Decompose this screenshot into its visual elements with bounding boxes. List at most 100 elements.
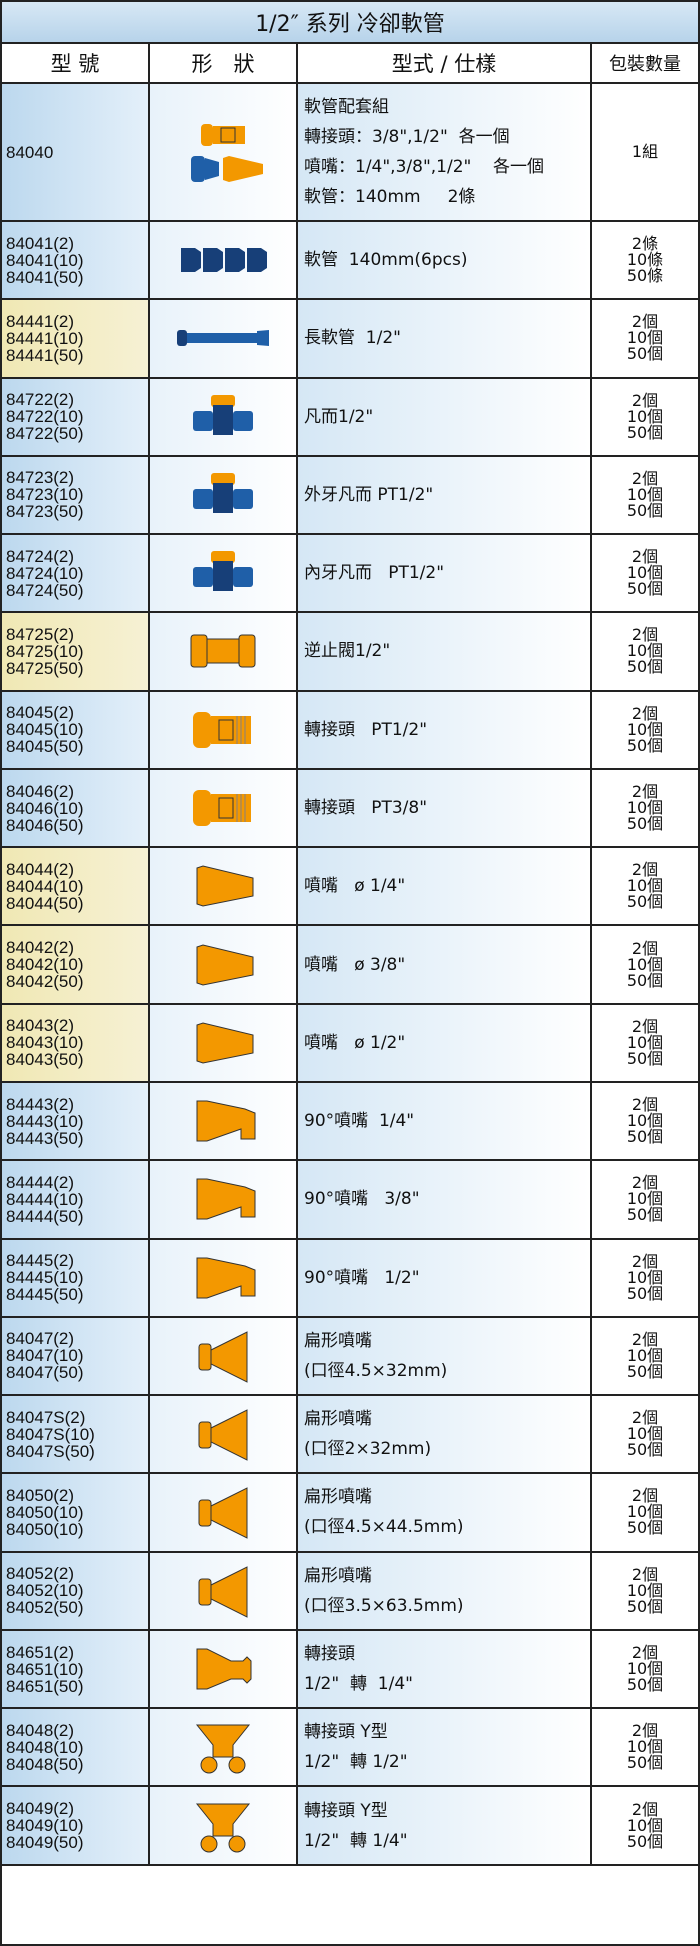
product-icon xyxy=(198,1565,248,1618)
shape-cell xyxy=(150,84,298,222)
shape-cell xyxy=(150,691,298,770)
package-cell: 2個 10個 50個 xyxy=(592,1552,698,1631)
product-icon xyxy=(195,1724,251,1774)
package-qty: 50個 xyxy=(626,735,664,755)
spec-line: 扁形噴嘴 xyxy=(304,1565,372,1586)
shape-cell xyxy=(150,1083,298,1162)
model-cell: 84441(2) 84441(10) 84441(50) xyxy=(2,300,150,379)
package-qty: 2條 xyxy=(631,234,659,254)
spec-cell: 轉接頭 Y型 1/2" 轉 1/2" xyxy=(298,1709,592,1788)
model-number: 84052(2) xyxy=(6,1564,75,1584)
shape-cell xyxy=(150,378,298,457)
package-qty: 50個 xyxy=(626,579,664,599)
product-icon xyxy=(196,865,254,907)
package-cell: 2個 10個 50個 xyxy=(592,1083,698,1162)
package-cell: 2個 10個 50個 xyxy=(592,1630,698,1710)
package-qty: 2個 xyxy=(631,1486,659,1506)
package-cell: 2個 10個 50個 xyxy=(592,1787,698,1866)
package-cell: 2個 10個 50個 xyxy=(592,769,698,849)
model-number: 84445(50) xyxy=(6,1285,84,1305)
package-qty: 50個 xyxy=(626,1205,664,1225)
model-number: 84049(2) xyxy=(6,1799,75,1819)
package-cell: 2個 10個 50個 xyxy=(592,848,698,927)
model-number: 84050(10) xyxy=(6,1519,84,1539)
model-number: 84651(10) xyxy=(6,1659,84,1679)
package-qty: 50個 xyxy=(626,1831,664,1851)
product-icon xyxy=(196,1648,252,1690)
model-number: 84047S(10) xyxy=(6,1424,95,1444)
model-number: 84050(10) xyxy=(6,1502,84,1522)
spec-cell: 90°噴嘴 1/2" xyxy=(298,1239,592,1318)
model-cell: 84723(2) 84723(10) 84723(50) xyxy=(2,456,150,536)
column-header: 包裝數量 xyxy=(592,44,698,84)
spec-line: 1/2" 轉 1/4" xyxy=(304,1674,413,1695)
package-qty: 50個 xyxy=(626,1753,664,1773)
spec-cell: 逆止閥1/2" xyxy=(298,613,592,692)
package-cell: 2條 10條 50條 xyxy=(592,222,698,301)
model-number: 84047(10) xyxy=(6,1346,84,1366)
model-number: 84651(2) xyxy=(6,1642,75,1662)
package-qty: 10個 xyxy=(626,328,664,348)
model-number: 84044(10) xyxy=(6,876,84,896)
package-qty: 2個 xyxy=(631,1173,659,1193)
spec-cell: 內牙凡而 PT1/2" xyxy=(298,535,592,614)
package-qty: 10個 xyxy=(626,1580,664,1600)
model-number: 84444(10) xyxy=(6,1189,84,1209)
model-number: 84443(50) xyxy=(6,1128,84,1148)
spec-cell: 軟管配套組 轉接頭：3/8",1/2" 各一個 噴嘴：1/4",3/8",1/2" … xyxy=(298,84,592,222)
model-number: 84044(2) xyxy=(6,859,75,879)
model-number: 84722(10) xyxy=(6,407,84,427)
spec-line: 噴嘴：1/4",3/8",1/2" 各一個 xyxy=(304,157,544,177)
model-number: 84046(2) xyxy=(6,781,75,801)
model-number: 84723(10) xyxy=(6,485,84,505)
spec-cell: 扁形噴嘴 (口徑4.5×44.5mm) xyxy=(298,1474,592,1553)
package-qty: 50個 xyxy=(626,1283,664,1303)
package-qty: 10個 xyxy=(626,641,664,661)
package-qty: 2個 xyxy=(631,1643,659,1663)
model-cell: 84049(2) 84049(10) 84049(50) xyxy=(2,1787,150,1866)
column-header: 型式 / 仕樣 xyxy=(298,44,592,84)
package-qty: 10個 xyxy=(626,1737,664,1757)
model-number: 84724(2) xyxy=(6,546,75,566)
model-number: 84045(10) xyxy=(6,720,84,740)
shape-cell xyxy=(150,1474,298,1553)
model-number: 84724(10) xyxy=(6,563,84,583)
model-number: 84725(2) xyxy=(6,624,75,644)
spec-line: (口徑3.5×63.5mm) xyxy=(304,1595,464,1616)
spec-line: 噴嘴 ø 1/2" xyxy=(304,1032,406,1053)
model-number: 84049(10) xyxy=(6,1816,84,1836)
model-number: 84049(50) xyxy=(6,1833,84,1853)
model-cell: 84041(2) 84041(10) 84041(50) xyxy=(2,222,150,301)
spec-line: (口徑2×32mm) xyxy=(304,1439,432,1460)
package-cell: 2個 10個 50個 xyxy=(592,535,698,614)
column-header: 型 號 xyxy=(2,44,150,84)
model-cell: 84046(2) 84046(10) 84046(50) xyxy=(2,769,150,849)
model-number: 84725(10) xyxy=(6,641,84,661)
shape-cell xyxy=(150,1161,298,1240)
package-qty: 50個 xyxy=(626,1518,664,1538)
package-qty: 1組 xyxy=(631,142,659,161)
package-qty: 10個 xyxy=(626,1659,664,1679)
package-cell: 2個 10個 50個 xyxy=(592,300,698,379)
package-qty: 10個 xyxy=(626,484,664,504)
model-cell: 84040 xyxy=(2,84,150,222)
model-number: 84441(50) xyxy=(6,345,84,365)
product-icon xyxy=(177,330,269,347)
shape-cell xyxy=(150,1630,298,1710)
package-qty: 10個 xyxy=(626,876,664,896)
model-number: 84045(50) xyxy=(6,737,84,757)
model-number: 84725(50) xyxy=(6,658,84,678)
spec-cell: 轉接頭 PT1/2" xyxy=(298,691,592,770)
shape-cell xyxy=(150,1239,298,1318)
spec-cell: 噴嘴 ø 1/4" xyxy=(298,848,592,927)
package-qty: 2個 xyxy=(631,468,659,488)
product-icon xyxy=(193,711,251,748)
product-icon xyxy=(191,124,263,182)
model-number: 84043(10) xyxy=(6,1033,84,1053)
package-qty: 2個 xyxy=(631,703,659,723)
package-qty: 10個 xyxy=(626,1267,664,1287)
table-title: 1/2″ 系列 冷卻軟管 xyxy=(2,2,698,44)
model-number: 84041(10) xyxy=(6,250,84,270)
package-qty: 2個 xyxy=(631,312,659,332)
